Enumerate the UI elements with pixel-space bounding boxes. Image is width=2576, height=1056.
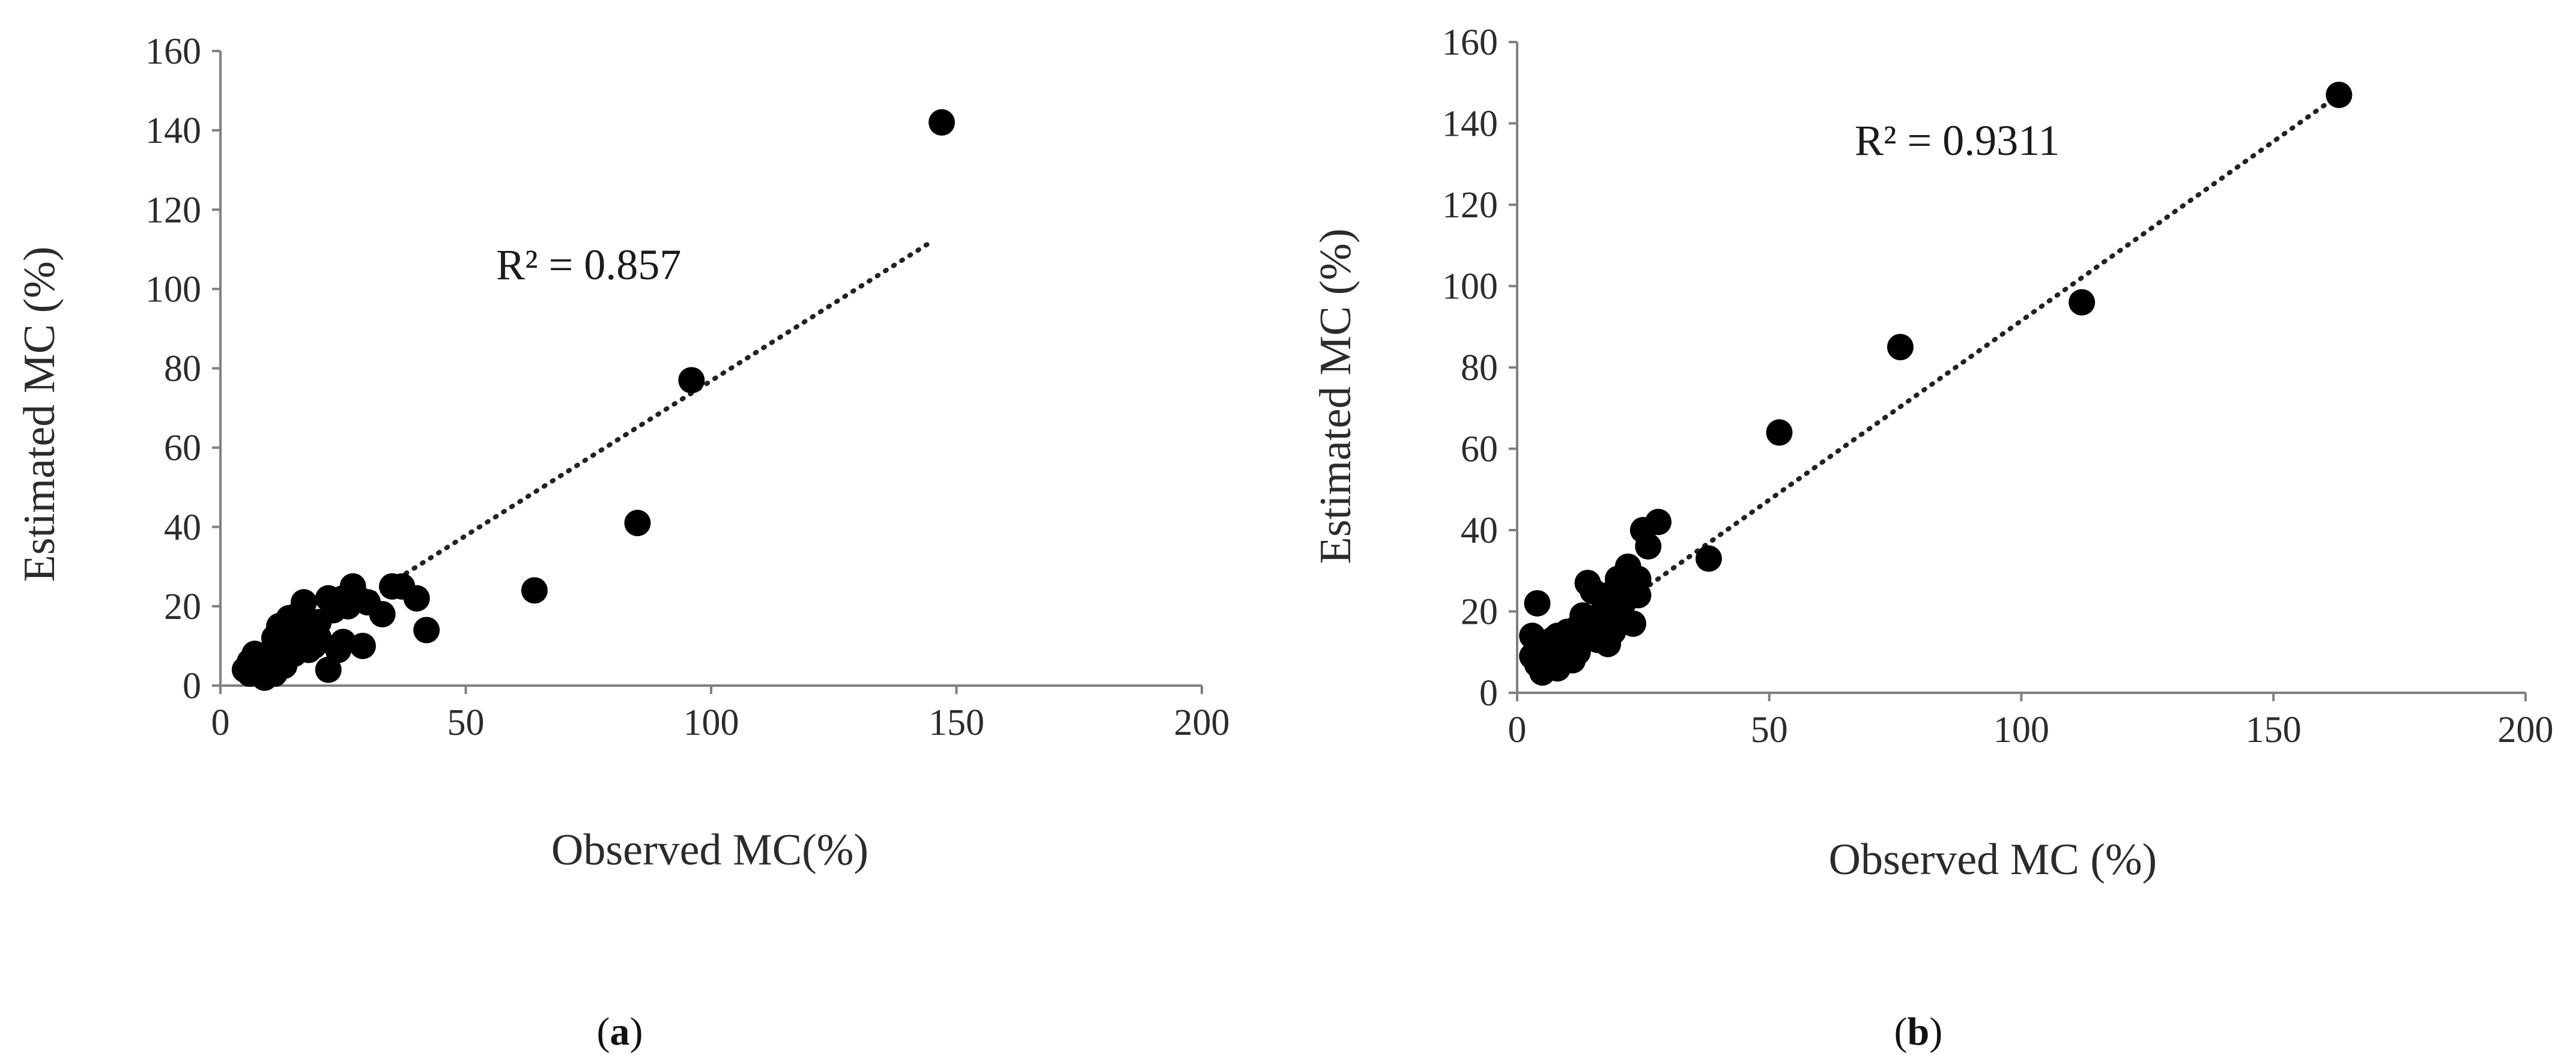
panel-b-trendline	[1530, 92, 2342, 671]
panel-a-data-point	[678, 367, 705, 394]
panel-a-caption: (a)	[597, 1010, 643, 1054]
panel-b-data-point	[1887, 334, 1914, 361]
panel-a-data-point	[305, 609, 332, 636]
panel-a-y-tick-label: 0	[183, 666, 201, 707]
panel-a-data-point	[928, 109, 955, 136]
panel-a-y-tick-label: 160	[145, 31, 201, 72]
panel-b-data-point	[1519, 643, 1546, 670]
panel-a-data-point	[378, 573, 405, 600]
panel-b-data-point	[2068, 289, 2096, 316]
panel-b-data-point	[1629, 517, 1656, 543]
panel-b-x-tick-label: 0	[1508, 710, 1527, 750]
panel-a-data-point	[624, 510, 651, 537]
panel-a-y-tick-label: 20	[164, 587, 201, 627]
panel-b-y-tick-label: 60	[1461, 429, 1498, 470]
panel-a-x-tick-label: 200	[1174, 702, 1230, 743]
panel-b-points	[1519, 82, 2353, 686]
panel-a-data-point	[295, 636, 323, 663]
panel-b-r2-annotation: R² = 0.9311	[1855, 116, 2060, 164]
panel-a-data-point	[261, 624, 288, 651]
panel-a-points	[231, 109, 955, 691]
panel-a-data-point	[231, 656, 258, 683]
panel-b-data-point	[1524, 590, 1551, 617]
panel-a-data-point	[413, 617, 440, 644]
panel-a-y-tick-label: 40	[164, 507, 201, 548]
panel-a-y-axis-title: Estimated MC (%)	[15, 246, 64, 582]
panel-b-y-tick-label: 120	[1442, 185, 1498, 226]
panel-b-x-tick-label: 200	[2498, 710, 2554, 750]
panel-a-data-point	[315, 585, 342, 612]
panel-a-x-tick-label: 100	[683, 702, 739, 743]
panel-a-y-tick-label: 60	[164, 428, 201, 469]
panel-a-x-tick-label: 150	[929, 702, 984, 743]
panel-a-data-point	[315, 656, 342, 683]
panel-b-y-axis-title: Estimated MC (%)	[1311, 228, 1360, 564]
panel-a-y-tick-label: 120	[145, 190, 201, 231]
panel-b-x-tick-label: 50	[1751, 710, 1788, 750]
panel-b-data-point	[1625, 582, 1652, 609]
panel-a-r2-annotation: R² = 0.857	[496, 241, 681, 289]
panel-a-data-point	[349, 632, 376, 659]
panel-a-y-tick-label: 80	[164, 349, 201, 390]
panel-b-y-tick-label: 80	[1461, 348, 1498, 388]
panel-b-axes: 0 50 100 150 200 0 20 40 60 80 100 120 140 160	[1442, 22, 2554, 750]
panel-a-x-tick-label: 0	[211, 702, 230, 743]
panel-a-y-tick-label: 140	[145, 110, 201, 151]
panel-b-scatter-chart: 0 50 100 150 200 0 20 40 60 80 100 120 140 160 R² = 0…	[1311, 22, 2554, 1054]
panel-b-y-tick-label: 0	[1479, 673, 1498, 714]
panel-b-y-tick-label: 100	[1442, 267, 1498, 307]
panel-b-x-tick-label: 150	[2246, 710, 2302, 750]
panel-b-data-point	[1574, 570, 1601, 597]
panel-b-y-tick-label: 160	[1442, 22, 1498, 63]
panel-b-data-point	[1584, 626, 1611, 653]
panel-a-axes: 0 50 100 150 200 0 20 40 60 80 100 120 140 160	[145, 31, 1230, 743]
panel-b-data-point	[1766, 419, 1793, 446]
panel-b-y-tick-label: 140	[1442, 104, 1498, 145]
panel-a-data-point	[330, 629, 357, 656]
panel-b-data-point	[1519, 623, 1546, 650]
panel-b-x-tick-label: 100	[1993, 710, 2049, 750]
panel-b-data-point	[1696, 545, 1723, 572]
panel-b-y-tick-label: 20	[1461, 592, 1498, 633]
panel-b-x-axis-title: Observed MC (%)	[1829, 835, 2157, 884]
panel-a-x-tick-label: 50	[447, 702, 485, 743]
panel-b-data-point	[1604, 602, 1631, 629]
panel-a-x-axis-title: Observed MC(%)	[551, 825, 868, 875]
panel-a-y-tick-label: 100	[145, 269, 201, 310]
panel-a-data-point	[521, 577, 548, 604]
panel-a-scatter-chart: 0 50 100 150 200 0 20 40 60 80 100 120 140 160 R² = 0…	[15, 31, 1230, 1054]
panel-b-data-point	[2326, 82, 2353, 109]
panel-b-y-tick-label: 40	[1461, 510, 1498, 551]
panel-b-caption: (b)	[1894, 1010, 1943, 1054]
